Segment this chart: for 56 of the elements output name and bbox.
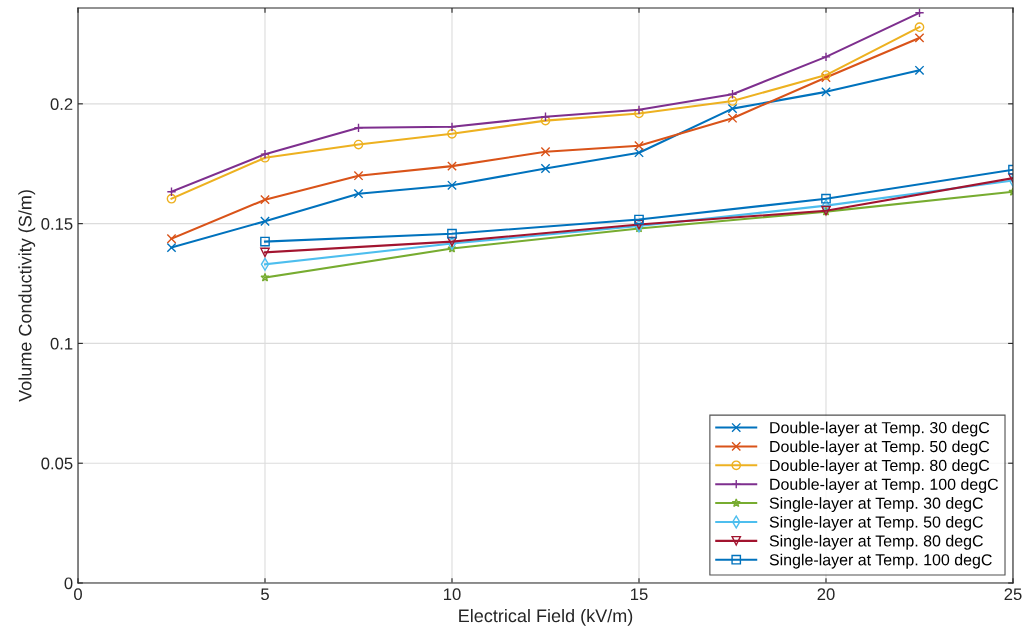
- legend-label: Double-layer at Temp. 30 degC: [770, 421, 990, 437]
- legend-label: Single-layer at Temp. 50 degC: [769, 515, 983, 531]
- y-tick-label: 0.2: [50, 98, 73, 111]
- point: [447, 180, 457, 191]
- x-tick-label: 15: [631, 588, 648, 601]
- legend-label: Single-layer at Temp. 100 degC: [769, 553, 992, 569]
- point: [540, 163, 551, 174]
- point: [821, 86, 831, 97]
- x-tick-label: 0: [74, 588, 82, 601]
- point: [914, 65, 925, 76]
- point: [727, 103, 738, 114]
- point: [821, 52, 831, 62]
- point: [166, 242, 177, 253]
- legend-label: Double-layer at Temp. 50 degC: [770, 440, 990, 456]
- y-tick-label: 0.15: [41, 218, 73, 230]
- x-tick-label: 5: [261, 588, 269, 601]
- legend-label: Double-layer at Temp. 100 degC: [770, 478, 999, 494]
- point: [166, 233, 177, 244]
- point: [914, 33, 925, 43]
- point: [260, 247, 270, 258]
- y-tick-label: 0.1: [50, 337, 73, 350]
- point: [353, 170, 364, 181]
- point: [447, 161, 457, 171]
- y-axis-title: Volume Conductivity (S/m): [18, 190, 36, 402]
- point: [727, 96, 738, 106]
- x-tick-label: 10: [444, 588, 461, 601]
- point: [447, 121, 457, 132]
- point: [447, 236, 457, 247]
- point: [540, 146, 551, 157]
- point: [727, 113, 738, 124]
- y-tick-label: 0: [64, 577, 73, 590]
- legend-label: Single-layer at Temp. 30 degC: [769, 497, 983, 512]
- point: [634, 140, 644, 151]
- point: [260, 236, 270, 247]
- legend-label: Double-layer at Temp. 80 degC: [770, 459, 990, 475]
- point: [821, 193, 831, 204]
- point: [353, 139, 364, 150]
- point: [821, 199, 831, 213]
- point: [353, 188, 364, 199]
- point: [914, 22, 925, 33]
- point: [260, 216, 270, 227]
- legend-label: Single-layer at Temp. 80 degC: [769, 534, 983, 550]
- point: [634, 214, 644, 225]
- point: [540, 115, 551, 126]
- point: [166, 193, 177, 204]
- point: [447, 128, 457, 139]
- x-tick-label: 20: [817, 588, 835, 601]
- x-tick-label: 25: [1004, 588, 1022, 601]
- point: [634, 147, 644, 158]
- point: [447, 228, 457, 239]
- y-tick-label: 0.05: [41, 457, 73, 470]
- x-axis-title: Electrical Field (kV/m): [459, 608, 633, 626]
- point: [260, 257, 270, 271]
- point: [260, 194, 270, 205]
- point: [634, 108, 644, 119]
- point: [260, 272, 270, 282]
